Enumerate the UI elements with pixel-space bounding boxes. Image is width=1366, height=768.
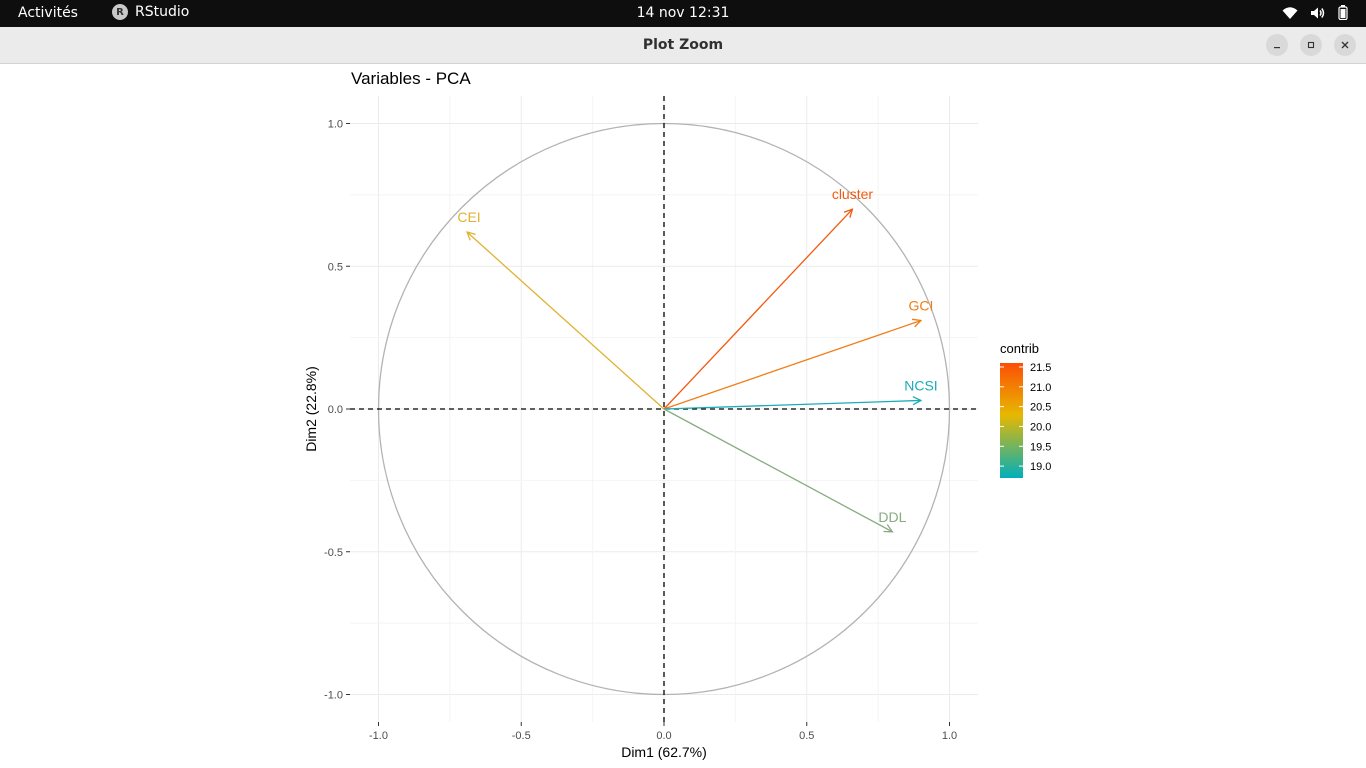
close-icon — [1341, 41, 1349, 49]
maximize-button[interactable] — [1300, 34, 1322, 56]
variable-label: DDL — [878, 509, 906, 525]
minimize-icon — [1274, 47, 1280, 49]
x-tick-label: 1.0 — [942, 730, 957, 742]
variable-arrow — [663, 400, 921, 410]
legend-tick-label: 20.0 — [1030, 421, 1051, 433]
variable-gci: GCI — [663, 297, 934, 410]
variable-cluster: cluster — [663, 186, 874, 410]
r-logo-icon: R — [112, 4, 128, 20]
y-axis-label: Dim2 (22.8%) — [303, 366, 319, 452]
app-menu[interactable]: R RStudio — [112, 4, 189, 20]
x-tick-label: 0.0 — [656, 730, 671, 742]
battery-icon — [1338, 5, 1348, 20]
x-tick-label: -1.0 — [369, 730, 388, 742]
app-name: RStudio — [135, 4, 190, 20]
pca-variables-plot: Variables - PCA -1.0 -0.5 0.0 0.5 1.0 -1.0 -0… — [303, 69, 1051, 760]
chart-title: Variables - PCA — [351, 69, 471, 88]
legend-tick-label: 19.0 — [1030, 461, 1051, 473]
y-tick-label: 1.0 — [328, 119, 343, 131]
x-axis-label: Dim1 (62.7%) — [621, 744, 707, 760]
variable-arrow — [663, 320, 921, 410]
wifi-icon — [1282, 6, 1298, 19]
y-tick-label: 0.5 — [328, 261, 343, 273]
contrib-legend: contrib 21.5 21.0 20.5 20.0 19.5 19.0 — [1000, 341, 1051, 478]
y-tick-label: 0.0 — [328, 404, 343, 416]
variable-arrow — [663, 209, 852, 410]
variable-label: NCSI — [904, 377, 937, 393]
variable-label: CEI — [457, 209, 480, 225]
window-title: Plot Zoom — [642, 37, 724, 53]
variable-arrows: CEI cluster GCI NCSI DDL — [457, 186, 938, 532]
system-tray[interactable] — [1282, 5, 1348, 20]
window-title-bar: Plot Zoom — [0, 27, 1366, 64]
clock[interactable]: 14 nov 12:31 — [636, 5, 730, 21]
legend-tick-label: 20.5 — [1030, 402, 1051, 414]
system-top-bar: Activités R RStudio 14 nov 12:31 — [0, 0, 1366, 27]
y-tick-label: -0.5 — [324, 547, 343, 559]
variable-label: cluster — [832, 186, 874, 202]
x-axis-ticks: -1.0 -0.5 0.0 0.5 1.0 — [369, 722, 957, 742]
variable-ddl: DDL — [663, 408, 907, 532]
legend-tick-label: 21.5 — [1030, 362, 1051, 374]
maximize-icon — [1307, 41, 1315, 49]
y-axis-ticks: -1.0 -0.5 0.0 0.5 1.0 — [324, 119, 350, 702]
x-tick-label: 0.5 — [799, 730, 814, 742]
minimize-button[interactable] — [1266, 34, 1288, 56]
x-tick-label: -0.5 — [512, 730, 531, 742]
variable-cei: CEI — [457, 209, 665, 410]
close-button[interactable] — [1334, 34, 1356, 56]
variable-arrow — [467, 232, 665, 410]
variable-arrow — [663, 408, 892, 532]
y-tick-label: -1.0 — [324, 690, 343, 702]
legend-tick-label: 19.5 — [1030, 441, 1051, 453]
volume-icon — [1311, 7, 1325, 18]
activities-button[interactable]: Activités — [18, 5, 78, 21]
variable-ncsi: NCSI — [663, 377, 938, 410]
variable-label: GCI — [909, 297, 934, 313]
legend-colorbar — [1000, 363, 1023, 478]
legend-title: contrib — [1000, 341, 1039, 356]
legend-tick-label: 21.0 — [1030, 382, 1051, 394]
